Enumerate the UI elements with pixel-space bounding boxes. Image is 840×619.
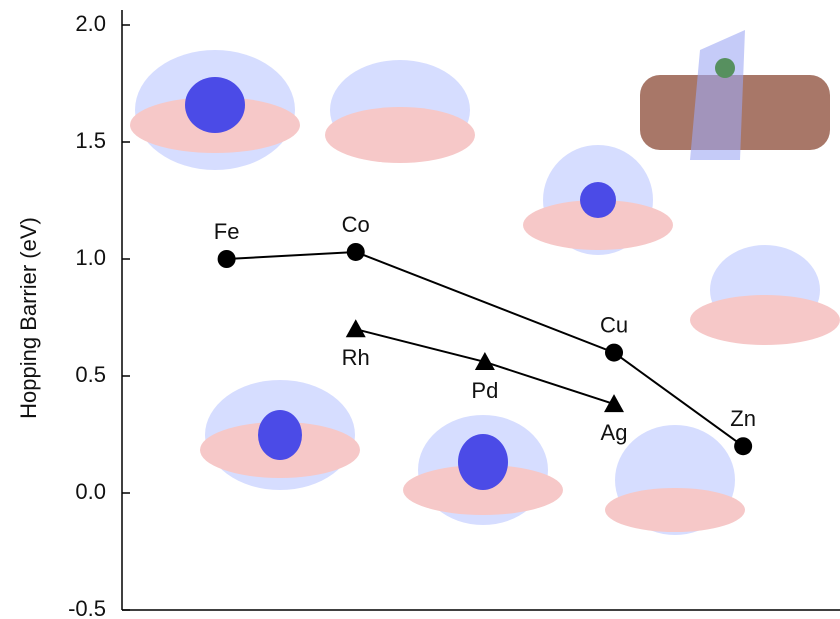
y-tick-label: -0.5	[68, 596, 106, 619]
surface-plane	[690, 30, 745, 160]
density-plot	[458, 434, 508, 490]
y-tick-label: 0.5	[75, 362, 106, 387]
density-plot	[690, 295, 840, 345]
y-tick-label: 2.0	[75, 11, 106, 36]
point	[346, 319, 366, 337]
point-label: Cu	[600, 312, 628, 337]
point-label: Rh	[342, 345, 370, 370]
point-label: Pd	[471, 378, 498, 403]
adatom	[715, 58, 735, 78]
y-tick-label: 0.0	[75, 479, 106, 504]
point-label: Co	[342, 212, 370, 237]
density-plot	[258, 410, 302, 460]
point	[218, 250, 236, 268]
point-label: Fe	[214, 219, 240, 244]
y-tick-label: 1.5	[75, 128, 106, 153]
y-tick-label: 1.0	[75, 245, 106, 270]
point	[347, 243, 365, 261]
density-plot	[325, 107, 475, 163]
density-plots	[130, 30, 840, 535]
chart: Hopping Barrier (eV) -0.5 0.0 0.5 1.0 1.5 2.0…	[0, 0, 840, 619]
point-label: Zn	[730, 406, 756, 431]
y-axis-label: Hopping Barrier (eV)	[16, 217, 41, 419]
point	[605, 344, 623, 362]
point	[604, 394, 624, 412]
point	[734, 437, 752, 455]
density-plot	[185, 77, 245, 133]
density-plot	[605, 488, 745, 532]
density-plot	[580, 182, 616, 218]
point-label: Ag	[601, 420, 628, 445]
